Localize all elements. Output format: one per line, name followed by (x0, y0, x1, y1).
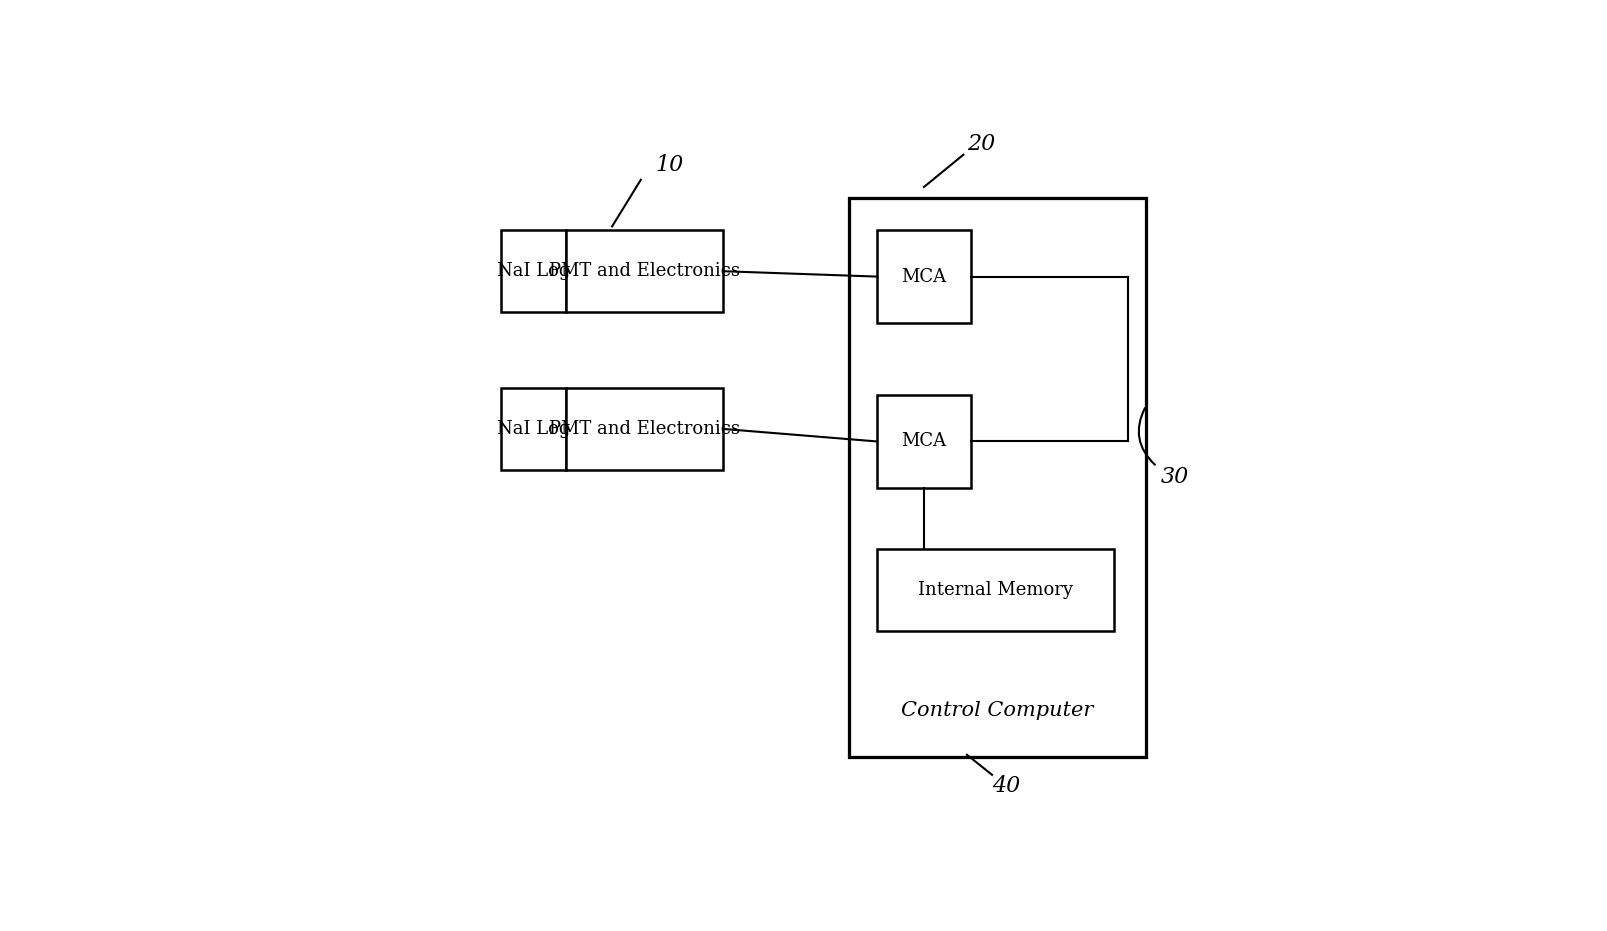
Bar (501, 387, 566, 470)
Text: MCA: MCA (902, 433, 947, 451)
Text: MCA: MCA (902, 267, 947, 286)
Text: NaI Log: NaI Log (497, 263, 570, 280)
Bar (877, 395, 971, 488)
Text: 20: 20 (967, 133, 995, 155)
Text: 30: 30 (1160, 466, 1189, 489)
Text: PMT and Electronics: PMT and Electronics (550, 420, 739, 438)
Text: Control Computer: Control Computer (902, 701, 1094, 720)
Text: PMT and Electronics: PMT and Electronics (550, 263, 739, 280)
Bar (848, 197, 1146, 757)
Text: 10: 10 (656, 155, 683, 177)
Bar (566, 387, 723, 470)
Text: NaI Log: NaI Log (497, 420, 570, 438)
Bar (877, 549, 1114, 631)
Text: 40: 40 (992, 775, 1020, 797)
Bar (566, 230, 723, 313)
Bar (501, 230, 566, 313)
Text: Internal Memory: Internal Memory (918, 581, 1073, 600)
Bar (877, 230, 971, 323)
